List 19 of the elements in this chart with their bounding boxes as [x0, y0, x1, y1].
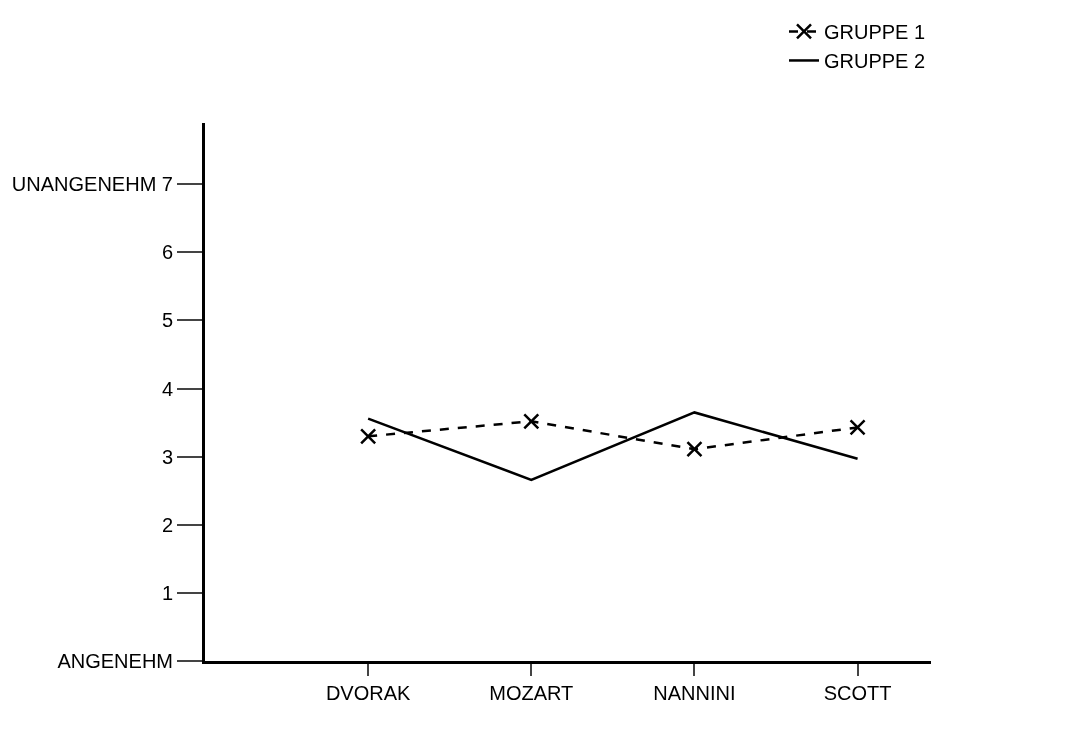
point	[849, 419, 866, 436]
y-tick-label: UNANGENEHM 7	[11, 173, 173, 196]
y-tick-label: ANGENEHM	[57, 650, 173, 672]
point	[686, 440, 703, 458]
point	[523, 413, 540, 430]
y-tick-label: 3	[161, 445, 173, 468]
y-tick-label: 4	[161, 377, 173, 400]
legend-label: GRUPPE 1	[824, 21, 926, 44]
x-tick-label: SCOTT	[823, 682, 892, 704]
legend-label: GRUPPE 2	[824, 50, 926, 73]
y-tick-label: 2	[161, 513, 173, 536]
x-tick-label: NANNINI	[653, 682, 736, 704]
y-tick-label: 6	[161, 241, 173, 264]
line-series	[366, 411, 859, 482]
y-tick-label: 1	[161, 581, 173, 604]
x-tick-label: DVORAK	[325, 682, 412, 704]
point	[359, 428, 377, 445]
x-tick-label: MOZART	[489, 682, 574, 704]
y-tick-label: 5	[161, 309, 173, 332]
